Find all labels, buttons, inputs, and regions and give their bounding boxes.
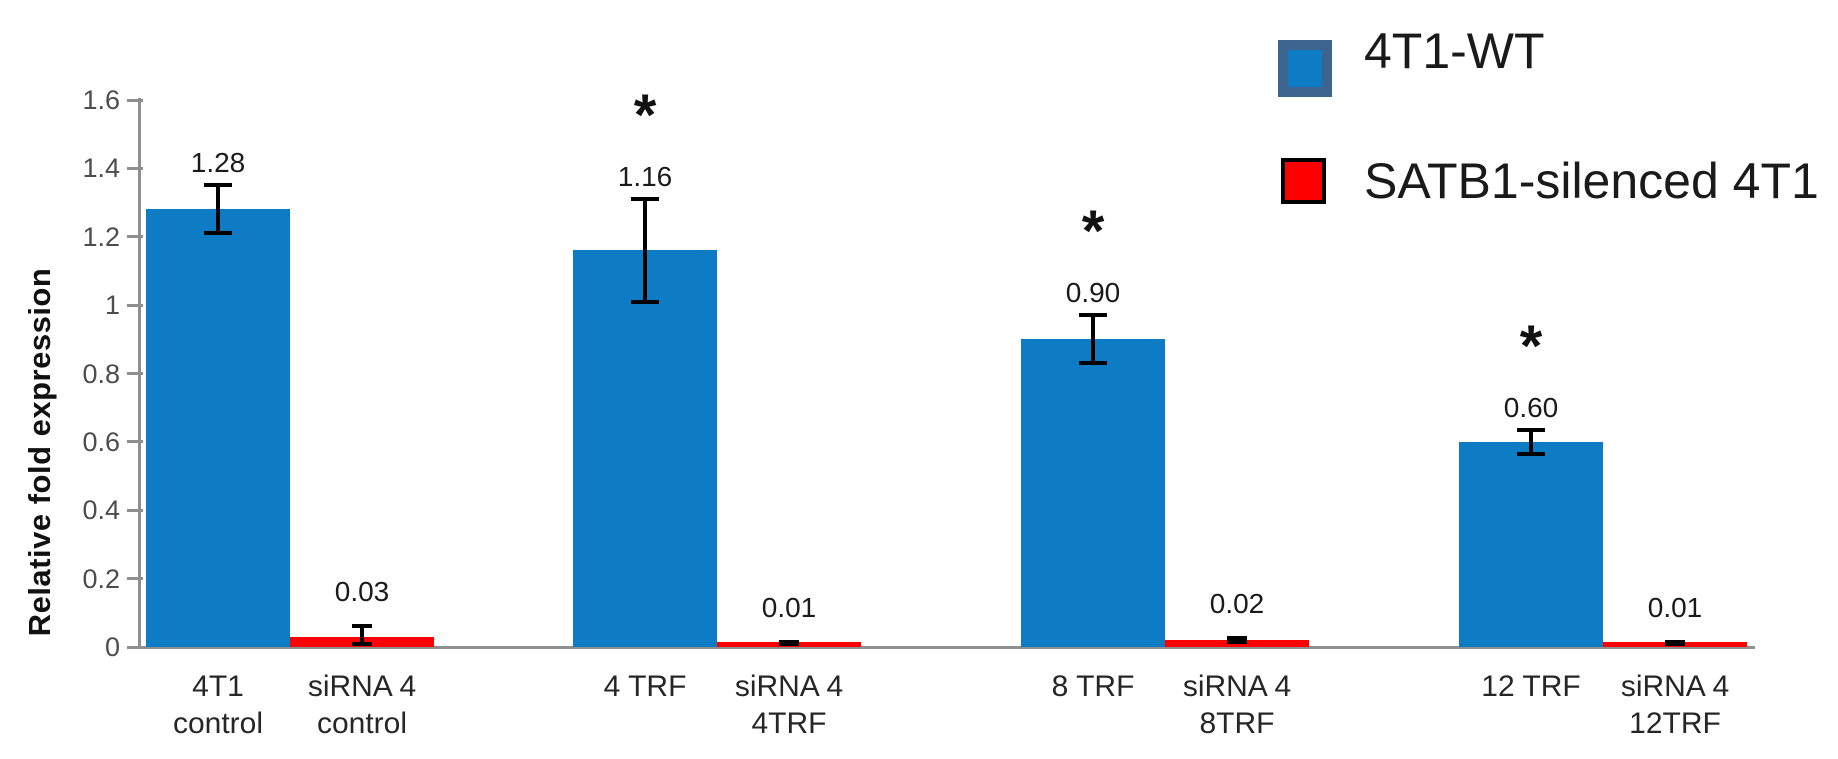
bar-value-label: 0.01 <box>761 591 817 623</box>
y-tick-label: 1.4 <box>82 153 120 184</box>
error-bar-cap <box>1079 313 1107 318</box>
y-tick-mark <box>127 508 143 512</box>
error-bar <box>360 626 364 644</box>
error-bar-cap <box>1517 427 1545 432</box>
legend-label-4t1-wt: 4T1-WT <box>1364 23 1545 79</box>
error-bar <box>216 185 220 234</box>
bar-4-trf <box>573 250 717 647</box>
legend-swatch-satb1-silenced <box>1281 158 1326 204</box>
y-tick-mark <box>127 98 143 102</box>
bar-value-label: 1.16 <box>617 161 673 193</box>
x-category-label: siRNA 4 12TRF <box>1620 670 1730 740</box>
x-category-label: 4 TRF <box>603 670 687 703</box>
error-bar <box>1091 315 1095 364</box>
error-bar-cap <box>779 639 799 644</box>
y-tick-mark <box>127 235 143 239</box>
significance-asterisk: * <box>633 83 657 149</box>
x-category-label: siRNA 4 8TRF <box>1182 670 1292 740</box>
error-bar-cap <box>1227 636 1247 641</box>
error-bar-cap <box>204 183 232 188</box>
x-axis-line <box>138 646 1755 649</box>
bar-value-label: 0.03 <box>334 576 390 608</box>
bar-4t1-control <box>146 209 290 647</box>
x-category-label: siRNA 4 control <box>307 670 417 740</box>
error-bar-cap <box>204 231 232 236</box>
bar-8-trf <box>1021 339 1165 647</box>
error-bar-cap <box>1517 451 1545 456</box>
significance-asterisk: * <box>1519 313 1543 379</box>
x-category-label: 4T1 control <box>172 670 264 740</box>
error-bar-cap <box>1665 642 1685 646</box>
x-category-label: 12 TRF <box>1481 670 1581 703</box>
y-tick-mark <box>127 303 143 307</box>
significance-asterisk: * <box>1081 199 1105 265</box>
y-tick-mark <box>127 645 143 649</box>
bar-value-label: 0.02 <box>1209 588 1265 620</box>
y-tick-label: 1.2 <box>82 221 120 252</box>
x-category-label: siRNA 4 4TRF <box>734 670 844 740</box>
error-bar-cap <box>779 642 799 646</box>
error-bar-cap <box>1079 361 1107 366</box>
y-tick-label: 0.2 <box>82 563 120 594</box>
legend-swatch-4t1-wt <box>1278 40 1332 97</box>
bar-value-label: 0.90 <box>1065 277 1121 309</box>
y-tick-label: 0.8 <box>82 358 120 389</box>
error-bar <box>1529 429 1533 454</box>
y-tick-label: 1 <box>104 290 120 321</box>
y-tick-mark <box>127 577 143 581</box>
error-bar-cap <box>352 642 372 646</box>
error-bar-cap <box>352 624 372 629</box>
error-bar <box>643 199 647 302</box>
y-tick-mark <box>127 166 143 170</box>
bar-value-label: 0.60 <box>1503 391 1559 423</box>
bar-value-label: 1.28 <box>190 147 246 179</box>
error-bar-cap <box>631 299 659 304</box>
y-tick-mark <box>127 440 143 444</box>
bar-value-label: 0.01 <box>1647 591 1703 623</box>
y-tick-label: 0.6 <box>82 426 120 457</box>
legend-label-satb1-silenced: SATB1-silenced 4T1 <box>1364 153 1819 209</box>
y-tick-label: 1.6 <box>82 85 120 115</box>
y-tick-mark <box>127 372 143 375</box>
bar-12-trf <box>1459 441 1603 647</box>
y-tick-label: 0 <box>104 632 120 662</box>
y-tick-label: 0.4 <box>82 495 120 526</box>
error-bar-cap <box>631 197 659 202</box>
error-bar-cap <box>1227 639 1247 644</box>
x-category-label: 8 TRF <box>1051 670 1135 703</box>
error-bar-cap <box>1665 639 1685 644</box>
